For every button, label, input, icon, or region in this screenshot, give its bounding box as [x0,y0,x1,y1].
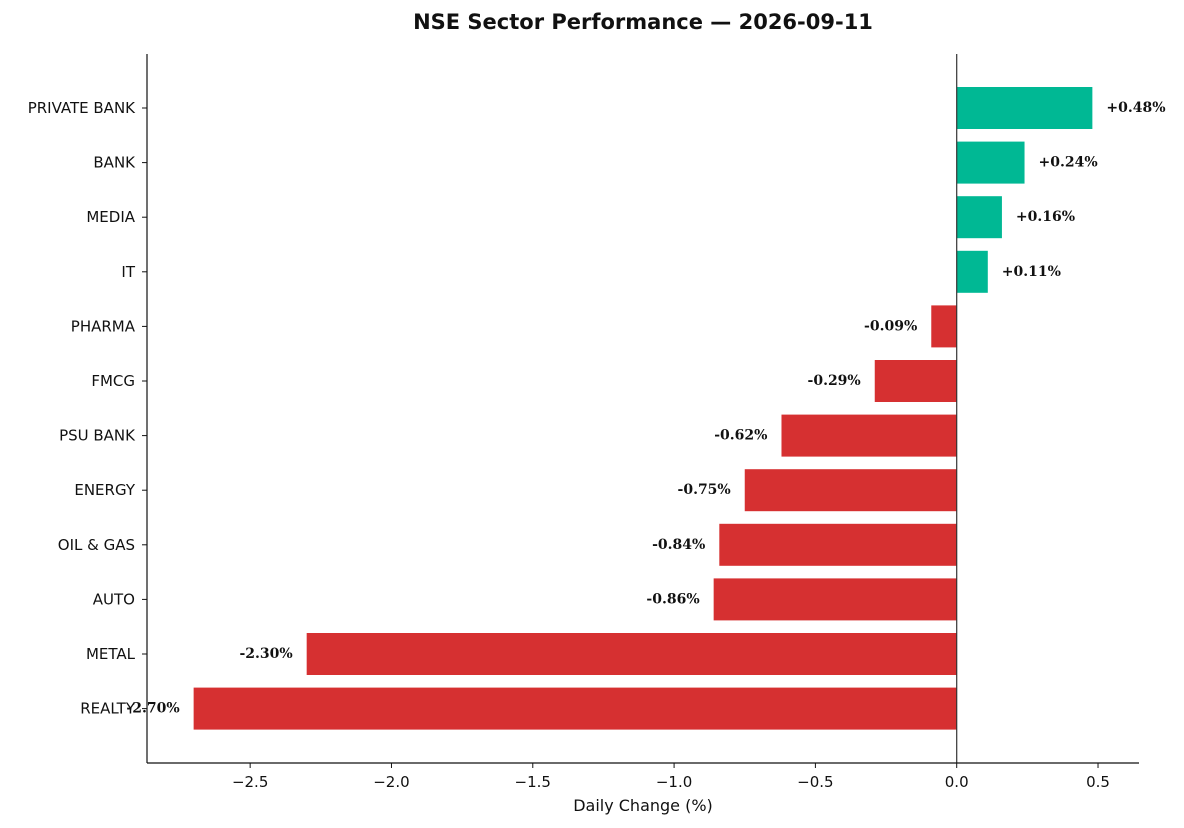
x-tick-label: −2.0 [373,773,409,791]
bar-value-label: -0.09% [864,318,917,334]
bar-7 [744,469,957,512]
y-tick-label: BANK [93,154,136,172]
bar-value-label: -2.70% [126,701,179,717]
x-tick-label: 0.5 [1086,773,1110,791]
bar-value-label: +0.48% [1106,100,1165,116]
y-tick-label: FMCG [91,372,135,390]
x-axis-label: Daily Change (%) [573,796,713,815]
bar-3 [956,250,988,293]
x-tick-label: −2.5 [232,773,268,791]
bar-value-label: +0.24% [1039,155,1098,171]
x-tick-label: −1.0 [656,773,692,791]
bar-value-label: -0.29% [808,373,861,389]
bar-5 [874,360,957,402]
bar-1 [956,141,1025,184]
bars-layer [193,54,1093,763]
y-tick-label: PRIVATE BANK [28,99,136,117]
bar-value-label: -0.84% [652,537,705,553]
bar-value-label: -0.86% [646,591,699,607]
bar-9 [713,578,957,621]
x-tick-label: −1.5 [515,773,551,791]
bar-value-label: +0.16% [1016,209,1075,225]
bar-6 [781,414,957,457]
y-tick-label: OIL & GAS [58,536,135,554]
x-tick-label: −0.5 [797,773,833,791]
bar-10 [306,633,957,675]
bar-value-label: +0.11% [1002,264,1061,280]
y-tick-label: ENERGY [74,481,135,499]
bar-4 [931,305,957,348]
bar-value-label: -0.62% [714,428,767,444]
bar-0 [956,87,1093,129]
x-axis: −2.5 −2.0 −1.5 −1.0 −0.5 0.0 0.5 [232,763,1110,791]
bar-value-label: -0.75% [678,482,731,498]
bar-value-label: -2.30% [239,646,292,662]
y-tick-label: AUTO [93,590,135,608]
y-tick-label: PHARMA [71,317,136,335]
y-tick-label: REALTY [80,700,136,718]
bar-8 [719,523,957,566]
y-axis: PRIVATE BANK BANK MEDIA IT PHARMA FMCG PSU BAN… [28,99,147,718]
x-tick-label: 0.0 [945,773,969,791]
y-tick-label: METAL [86,645,136,663]
bar-11 [193,687,957,730]
bar-2 [956,196,1002,239]
y-tick-label: IT [121,263,135,281]
chart-title: NSE Sector Performance — 2026-09-11 [413,10,873,34]
y-tick-label: PSU BANK [59,427,136,445]
value-labels-layer: +0.48% +0.24% +0.16% +0.11% -0.09% -0.29% -0.6… [126,100,1165,717]
y-tick-label: MEDIA [86,208,135,226]
